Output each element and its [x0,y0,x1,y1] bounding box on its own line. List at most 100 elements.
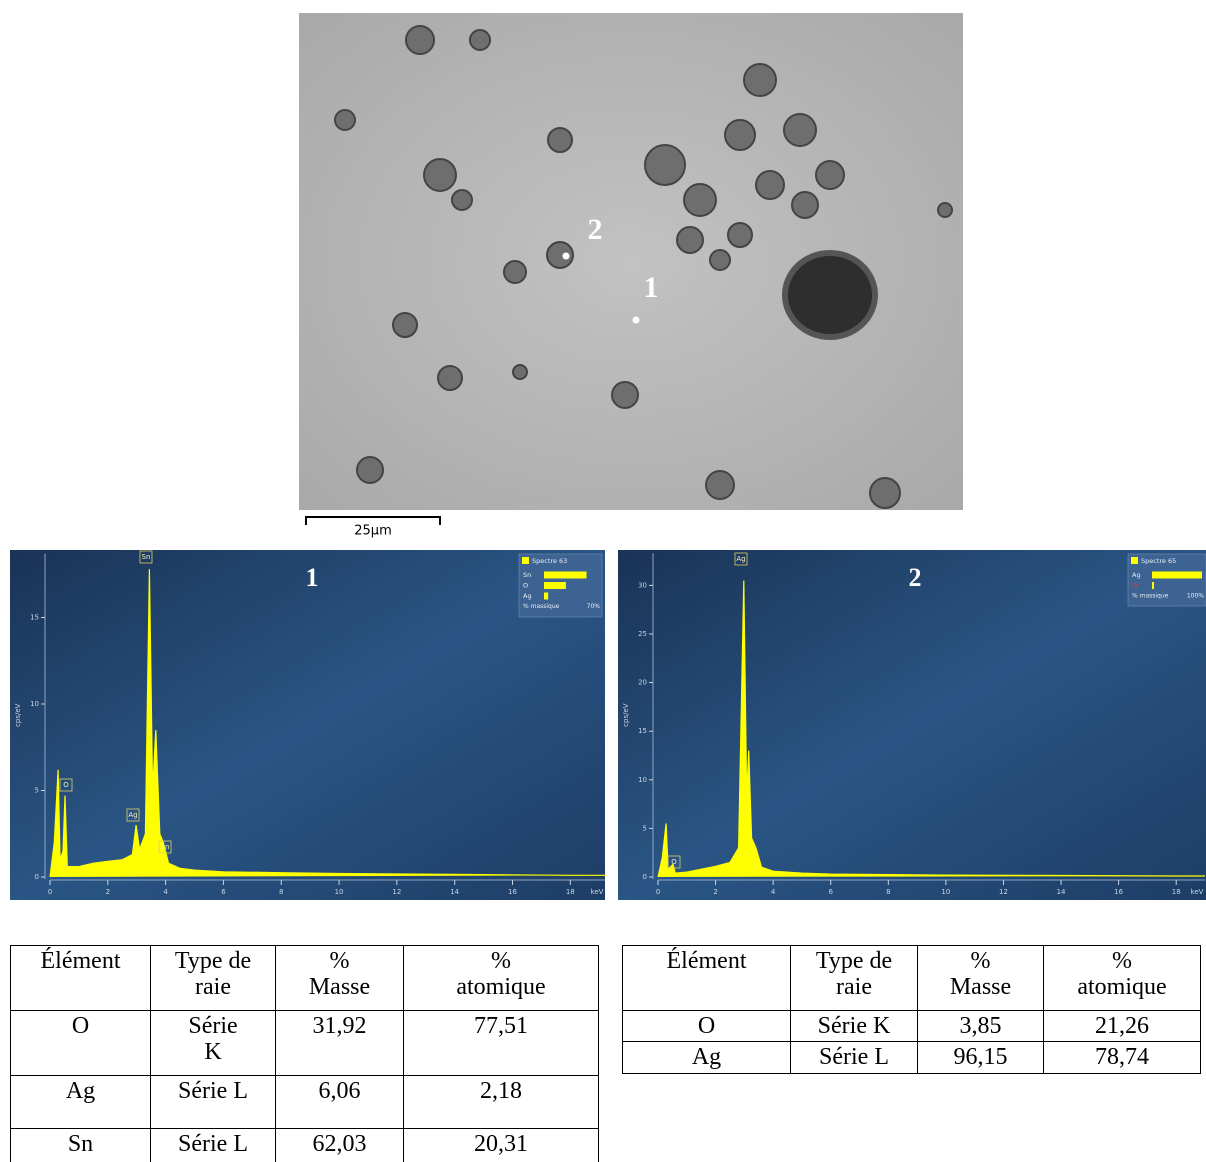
x-tick-label: 14 [1057,888,1066,896]
x-tick-label: 8 [279,888,283,896]
x-axis-label: keV [591,888,604,896]
x-tick-label: 0 [48,888,52,896]
peak-label-box [139,550,153,564]
header-cell: Élément [40,948,121,974]
row: O Série K 3,85 21,26 [622,1009,1201,1043]
peak-label-box [734,552,748,566]
cell: Série K [188,1013,238,1066]
cell: 3,85 [917,1009,1044,1043]
y-tick-label: 20 [638,679,647,687]
cell: Série L [150,1128,276,1162]
header-row: Élément Type de raie % Masse % atomique [10,945,599,1011]
legend-swatch [1131,557,1138,564]
peak-label-box [59,778,73,792]
cell: O [622,1009,791,1043]
x-tick-label: 10 [941,888,950,896]
y-axis-label: cps/eV [14,703,22,727]
legend-element: Sn [523,571,531,579]
x-tick-label: 14 [450,888,459,896]
y-tick-label: 25 [638,630,647,638]
y-tick-label: 15 [638,727,647,735]
x-tick-label: 6 [221,888,226,896]
legend-scale: 100% [1187,593,1204,600]
peak-label: Ag [736,555,745,563]
y-tick-label: 0 [35,873,39,881]
scale-label: 25µm [354,524,391,539]
header-cell: % Masse [308,948,371,1001]
legend-element: Ag [523,592,532,600]
cell: 78,74 [1043,1041,1201,1074]
header-cell: Type de raie [174,948,252,1001]
x-tick-label: 2 [713,888,717,896]
legend-bar [544,582,566,589]
header-cell: % atomique [456,948,546,1001]
spectrum [657,580,1205,878]
cell: 31,92 [275,1010,404,1076]
x-tick-label: 4 [163,888,168,896]
x-tick-label: 4 [771,888,776,896]
cell: 96,15 [917,1041,1044,1074]
x-tick-label: 12 [999,888,1008,896]
legend-scale-label: % massique [523,603,560,610]
legend-scale-label: % massique [1132,593,1169,600]
cell: 20,31 [403,1128,599,1162]
spectrum [49,569,605,878]
spectrum-panel [10,550,605,900]
header-row: Élément Type de raie % Masse % atomique [622,945,1201,1011]
peak-label: Ag [128,811,137,819]
legend-element: O [1132,582,1137,590]
peak-label: O [63,781,69,789]
cell: Ag [10,1075,151,1129]
cell: Sn [10,1128,151,1162]
legend-element: O [523,582,528,590]
legend-box [1127,553,1206,607]
x-tick-label: 6 [829,888,834,896]
x-tick-label: 0 [656,888,660,896]
legend-bar [1152,571,1202,579]
peak-label: Sn [161,843,170,851]
legend-bar [544,571,587,579]
cell: 6,06 [275,1075,404,1129]
x-tick-label: 8 [886,888,890,896]
x-axis-label: keV [1191,888,1204,896]
spectrum-title: 2 [909,563,922,592]
legend-scale: 70% [587,603,601,610]
y-tick-label: 10 [638,776,647,784]
y-tick-label: 10 [30,700,39,708]
y-tick-label: 30 [638,581,647,589]
table: Élément Type de raie % Masse % atomique … [622,945,1201,1074]
cell: 21,26 [1043,1009,1201,1043]
y-tick-label: 5 [35,787,39,795]
header-cell: % Masse [949,948,1012,1001]
cell: O [10,1010,151,1076]
x-tick-label: 16 [1114,888,1123,896]
header-cell: Élément [666,948,747,974]
x-tick-label: 18 [566,888,575,896]
legend-bar [1152,582,1155,589]
y-tick-label: 0 [643,873,647,881]
cell: 77,51 [403,1010,599,1076]
x-tick-label: 2 [106,888,110,896]
peak-label: O [671,858,677,866]
spectrum-panel [618,550,1206,900]
row: Sn Série L 62,03 20,31 [10,1128,599,1162]
peak-label-box [667,855,681,869]
y-tick-label: 5 [643,824,647,832]
y-tick-label: 15 [30,614,39,622]
table: Élément Type de raie % Masse % atomique … [10,945,599,1162]
row: Ag Série L 96,15 78,74 [622,1041,1201,1074]
cell: 2,18 [403,1075,599,1129]
x-tick-label: 18 [1172,888,1181,896]
cell: Série K [790,1009,918,1043]
peak-label-box [126,808,140,822]
cell: Ag [622,1041,791,1074]
x-tick-label: 10 [335,888,344,896]
x-tick-label: 16 [508,888,517,896]
cell: Série L [790,1041,918,1074]
peak-label-box [158,840,172,854]
legend-swatch [522,557,529,564]
point-label: 1 [644,271,659,304]
sem-image: 1 2 [299,13,963,510]
cell: Série L [150,1075,276,1129]
